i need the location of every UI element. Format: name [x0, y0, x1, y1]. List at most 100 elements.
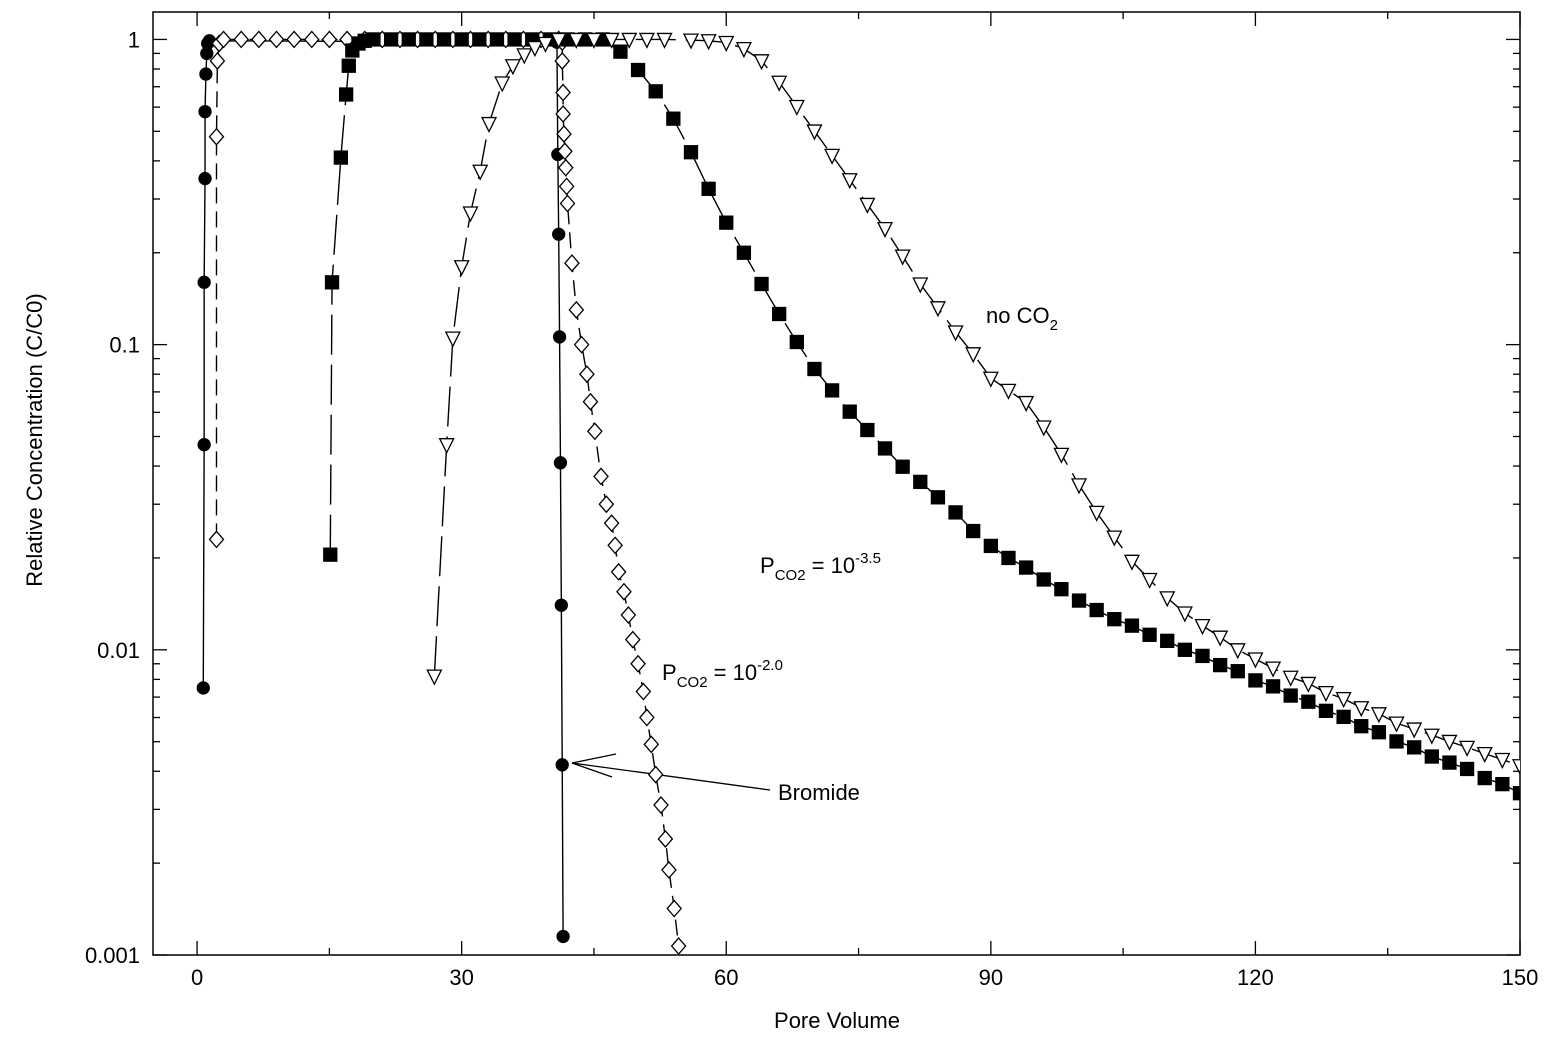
- series-line: [215, 38, 680, 947]
- marker-circle: [552, 227, 566, 241]
- marker-diamond: [215, 30, 232, 49]
- marker-square: [489, 32, 505, 47]
- marker-diamond: [209, 51, 226, 70]
- marker-triangle: [1511, 759, 1520, 776]
- annotation: Bromide: [778, 780, 860, 805]
- marker-diamond: [303, 30, 320, 49]
- marker-square: [1248, 673, 1263, 688]
- marker-square: [341, 58, 356, 73]
- marker-diamond: [610, 562, 627, 581]
- marker-square: [719, 215, 734, 230]
- marker-circle: [198, 104, 212, 119]
- marker-square: [1177, 642, 1193, 657]
- marker-square: [1318, 703, 1334, 718]
- y-tick-label: 0.01: [97, 638, 140, 663]
- marker-square: [1160, 633, 1175, 648]
- marker-triangle: [550, 32, 567, 49]
- marker-square: [419, 32, 434, 47]
- marker-triangle: [1106, 530, 1123, 547]
- marker-circle: [197, 438, 211, 452]
- x-tick-label: 30: [449, 965, 473, 990]
- marker-diamond: [670, 937, 687, 955]
- marker-diamond: [603, 514, 620, 533]
- marker-square: [333, 150, 349, 165]
- marker-triangle: [638, 32, 655, 49]
- marker-square: [789, 334, 804, 350]
- marker-circle: [555, 758, 569, 772]
- marker-triangle: [718, 35, 735, 52]
- marker-triangle: [1353, 701, 1370, 718]
- marker-triangle: [1441, 734, 1458, 751]
- marker-square: [895, 459, 910, 474]
- marker-square: [824, 383, 840, 398]
- marker-triangle: [1247, 652, 1264, 669]
- marker-diamond: [286, 30, 302, 49]
- marker-square: [338, 87, 354, 102]
- marker-triangle: [472, 164, 489, 181]
- marker-triangle: [1088, 505, 1105, 522]
- y-tick-label: 0.1: [109, 333, 140, 358]
- marker-triangle: [568, 32, 585, 49]
- marker-triangle: [859, 197, 876, 214]
- marker-triangle: [824, 148, 841, 165]
- marker-diamond: [661, 860, 677, 879]
- marker-square: [1001, 550, 1016, 566]
- annotation-subscript: CO2: [775, 567, 806, 584]
- marker-square: [1336, 709, 1351, 725]
- marker-square: [966, 523, 981, 539]
- y-tick-label: 0.001: [85, 943, 140, 968]
- marker-square: [1230, 664, 1245, 679]
- marker-square: [1018, 560, 1034, 575]
- bromide-arrow: [571, 753, 771, 791]
- annotation-subscript: 2: [1050, 317, 1058, 334]
- marker-square: [1036, 572, 1051, 587]
- marker-diamond: [555, 83, 571, 102]
- annotation-superscript: -3.5: [855, 550, 881, 567]
- marker-triangle: [894, 249, 911, 266]
- marker-square: [1089, 602, 1104, 618]
- annotation: PCO2 = 10-3.5: [760, 550, 881, 584]
- marker-square: [1142, 627, 1157, 642]
- marker-triangle: [1035, 420, 1052, 437]
- marker-triangle: [1317, 685, 1335, 703]
- marker-triangle: [1388, 716, 1405, 733]
- marker-triangle: [1335, 691, 1352, 709]
- marker-square: [1354, 719, 1369, 734]
- marker-square: [736, 245, 752, 260]
- marker-triangle: [682, 33, 700, 50]
- annotation-superscript: -2.0: [757, 657, 783, 674]
- marker-square: [1442, 755, 1457, 770]
- marker-triangle: [912, 277, 929, 294]
- marker-square: [1371, 725, 1387, 740]
- marker-triangle: [753, 54, 770, 71]
- marker-triangle: [1494, 752, 1511, 769]
- marker-circle: [197, 275, 211, 289]
- marker-square: [701, 181, 716, 196]
- marker-square: [1495, 776, 1510, 792]
- marker-square: [1389, 734, 1404, 749]
- marker-triangle: [504, 59, 521, 76]
- marker-square: [630, 62, 646, 78]
- marker-triangle: [1459, 740, 1476, 757]
- marker-diamond: [250, 30, 267, 49]
- marker-circle: [199, 67, 213, 81]
- marker-diamond: [593, 467, 609, 486]
- marker-triangle: [462, 206, 479, 223]
- marker-diamond: [555, 104, 571, 123]
- annotation: PCO2 = 10-2.0: [662, 657, 783, 691]
- x-tick-label: 150: [1502, 965, 1539, 990]
- marker-triangle: [537, 36, 554, 53]
- marker-diamond: [208, 127, 225, 146]
- marker-triangle: [1194, 618, 1211, 636]
- marker-diamond: [582, 392, 599, 411]
- marker-square: [1265, 679, 1281, 694]
- marker-square: [772, 306, 787, 322]
- x-tick-label: 120: [1237, 965, 1274, 990]
- marker-triangle: [1370, 707, 1387, 724]
- marker-square: [1071, 593, 1087, 608]
- marker-triangle: [516, 48, 533, 65]
- marker-square: [877, 441, 893, 456]
- marker-square: [754, 276, 769, 292]
- marker-triangle: [1229, 643, 1246, 660]
- marker-diamond: [643, 735, 660, 754]
